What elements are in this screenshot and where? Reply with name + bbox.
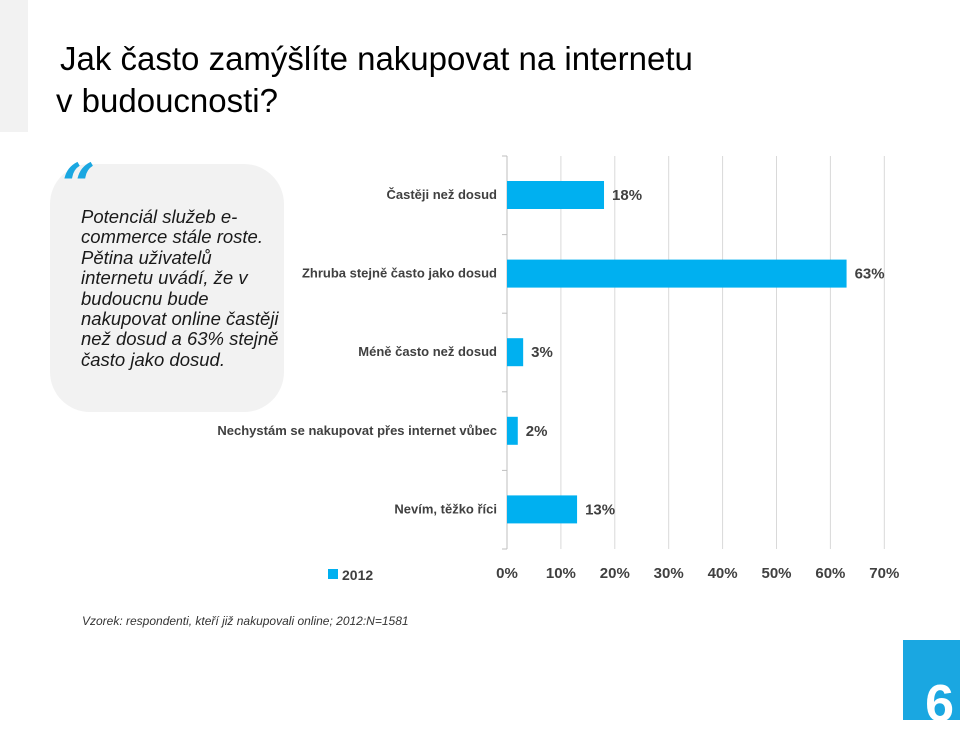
category-label: Zhruba stejně často jako dosud [302, 266, 497, 281]
legend: 2012 [328, 567, 373, 583]
category-label: Nechystám se nakupovat přes internet vůb… [217, 423, 497, 438]
bar [507, 338, 524, 367]
category-label: Méně často než dosud [358, 344, 497, 359]
bars [507, 181, 847, 524]
category-label: Nevím, těžko říci [394, 501, 497, 516]
title-line-1: Jak často zamýšlíte nakupovat na interne… [60, 40, 693, 77]
page-number: 6 [925, 675, 954, 733]
x-tick-label: 40% [708, 565, 738, 582]
page-number-box: 6 [903, 640, 960, 730]
grid-lines [502, 155, 885, 550]
bar-chart: Častěji než dosud 18% Zhruba stejně často … [217, 155, 899, 583]
bar [507, 181, 605, 209]
data-label: 2% [526, 423, 548, 440]
data-label: 3% [531, 344, 553, 361]
footnote: Vzorek: respondenti, kteří již nakupoval… [82, 614, 409, 628]
x-tick-label: 50% [761, 565, 791, 582]
legend-swatch [328, 569, 338, 579]
bar [507, 416, 518, 445]
data-label: 63% [855, 266, 885, 283]
x-tick-label: 10% [546, 565, 576, 582]
labels: Častěji než dosud 18% Zhruba stejně často … [217, 187, 899, 582]
x-tick-label: 0% [496, 565, 518, 582]
quote-mark-icon: “ [62, 151, 96, 219]
legend-label: 2012 [342, 567, 373, 583]
x-tick-label: 30% [654, 565, 684, 582]
x-tick-label: 70% [869, 565, 899, 582]
page-title: Jak často zamýšlíte nakupovat na interne… [56, 38, 693, 122]
category-label: Častěji než dosud [386, 187, 497, 202]
data-label: 13% [585, 501, 615, 518]
quote-box: “ Potenciál služeb e-commerce stále rost… [50, 156, 284, 412]
x-tick-label: 20% [600, 565, 630, 582]
data-label: 18% [612, 187, 642, 204]
quote-text: Potenciál služeb e-commerce stále roste.… [81, 206, 279, 370]
bar [507, 259, 847, 288]
left-accent-strip [0, 0, 28, 132]
title-line-2: v budoucnosti? [56, 82, 278, 119]
x-tick-label: 60% [815, 565, 845, 582]
bar [507, 495, 578, 524]
